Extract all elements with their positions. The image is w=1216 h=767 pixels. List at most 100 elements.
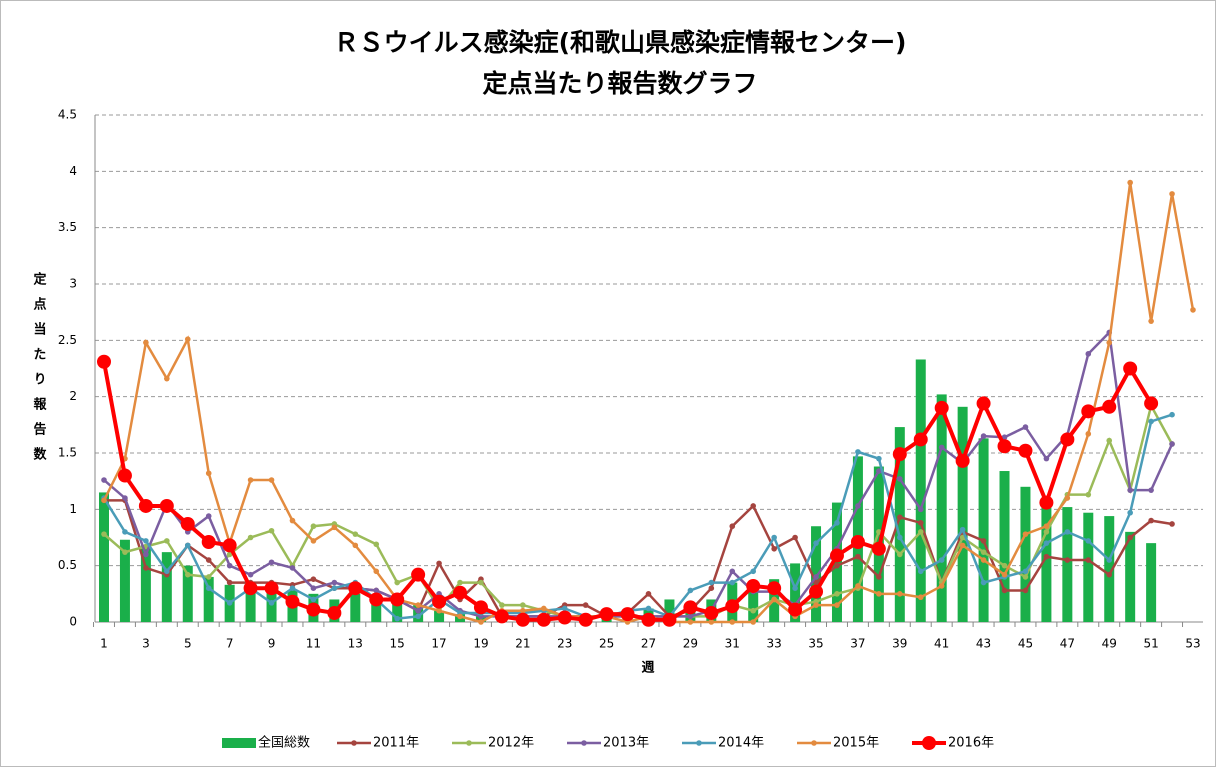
- point: [1169, 521, 1175, 527]
- point: [980, 433, 987, 439]
- point: [1085, 351, 1092, 357]
- point: [1001, 562, 1008, 569]
- point: [917, 520, 924, 526]
- x-tick-label: 19: [473, 637, 488, 651]
- point: [708, 579, 715, 586]
- point: [792, 585, 798, 591]
- x-tick-label: 31: [725, 637, 740, 651]
- bar: [475, 616, 486, 622]
- point: [394, 579, 400, 586]
- point: [390, 592, 405, 607]
- point: [955, 453, 970, 468]
- point: [310, 576, 317, 582]
- point: [871, 541, 886, 556]
- point: [980, 549, 987, 555]
- point: [729, 579, 736, 586]
- y-tick-label: 0.5: [58, 558, 77, 572]
- point: [180, 516, 195, 531]
- point: [599, 607, 614, 622]
- bar: [182, 565, 193, 622]
- point: [582, 602, 589, 608]
- point: [205, 585, 212, 591]
- point: [855, 449, 861, 455]
- y-tick-label: 1: [69, 502, 77, 516]
- point: [687, 619, 694, 625]
- point: [264, 581, 279, 596]
- point: [892, 447, 907, 462]
- x-axis-label: 週: [641, 661, 654, 676]
- point: [520, 607, 526, 614]
- point: [813, 574, 819, 580]
- point: [499, 602, 505, 608]
- x-tick-label: 15: [390, 637, 405, 651]
- point: [1148, 318, 1154, 324]
- x-tick-label: 47: [1060, 637, 1075, 651]
- point: [1043, 455, 1050, 462]
- point: [1127, 179, 1133, 186]
- point: [1060, 432, 1075, 447]
- point: [143, 538, 149, 544]
- point: [373, 587, 380, 594]
- point: [938, 557, 945, 563]
- bar: [1125, 531, 1136, 622]
- x-tick-label: 21: [515, 637, 530, 651]
- point: [750, 503, 757, 509]
- bar: [664, 599, 675, 622]
- x-tick-label: 53: [1185, 637, 1200, 651]
- point: [934, 400, 949, 415]
- point: [834, 562, 840, 569]
- bar: [203, 576, 214, 622]
- legend-label: 2016年: [948, 736, 994, 751]
- x-tick-label: 7: [226, 637, 234, 651]
- point: [289, 565, 296, 571]
- point: [729, 523, 736, 530]
- point: [268, 600, 275, 606]
- point: [687, 613, 694, 620]
- bar: [245, 588, 256, 622]
- bar: [936, 394, 947, 622]
- point: [1022, 424, 1029, 430]
- point: [184, 571, 191, 578]
- point: [1064, 495, 1071, 501]
- point: [897, 476, 903, 482]
- point: [855, 503, 861, 509]
- point: [205, 557, 212, 563]
- point: [436, 607, 442, 614]
- legend-label: 全国総数: [258, 735, 310, 751]
- point: [1085, 557, 1092, 563]
- point: [415, 607, 421, 614]
- x-tick-label: 41: [934, 637, 949, 651]
- point: [645, 605, 652, 612]
- point: [247, 477, 254, 483]
- point: [1001, 434, 1008, 441]
- x-tick-label: 45: [1018, 637, 1033, 651]
- point: [917, 506, 924, 513]
- x-tick-label: 13: [348, 637, 363, 651]
- point: [897, 534, 903, 541]
- point: [520, 602, 526, 608]
- point: [122, 529, 128, 535]
- point: [226, 562, 233, 569]
- chart-title: ＲＳウイルス感染症(和歌山県感染症情報センター): [334, 28, 907, 57]
- point: [478, 579, 484, 586]
- point: [432, 594, 447, 609]
- point: [729, 619, 736, 625]
- point: [917, 529, 924, 535]
- point: [205, 574, 212, 580]
- point: [750, 568, 757, 575]
- point: [352, 531, 359, 537]
- bar: [957, 406, 968, 622]
- point: [1018, 443, 1033, 458]
- point: [1022, 568, 1029, 575]
- point: [976, 396, 991, 411]
- point: [411, 567, 426, 582]
- point: [1022, 587, 1029, 594]
- point: [850, 535, 865, 550]
- legend-label: 2015年: [833, 736, 879, 751]
- y-tick-label: 4.5: [58, 108, 77, 122]
- bar: [1083, 512, 1094, 622]
- point: [1123, 361, 1138, 376]
- point: [813, 540, 819, 546]
- point: [913, 432, 928, 447]
